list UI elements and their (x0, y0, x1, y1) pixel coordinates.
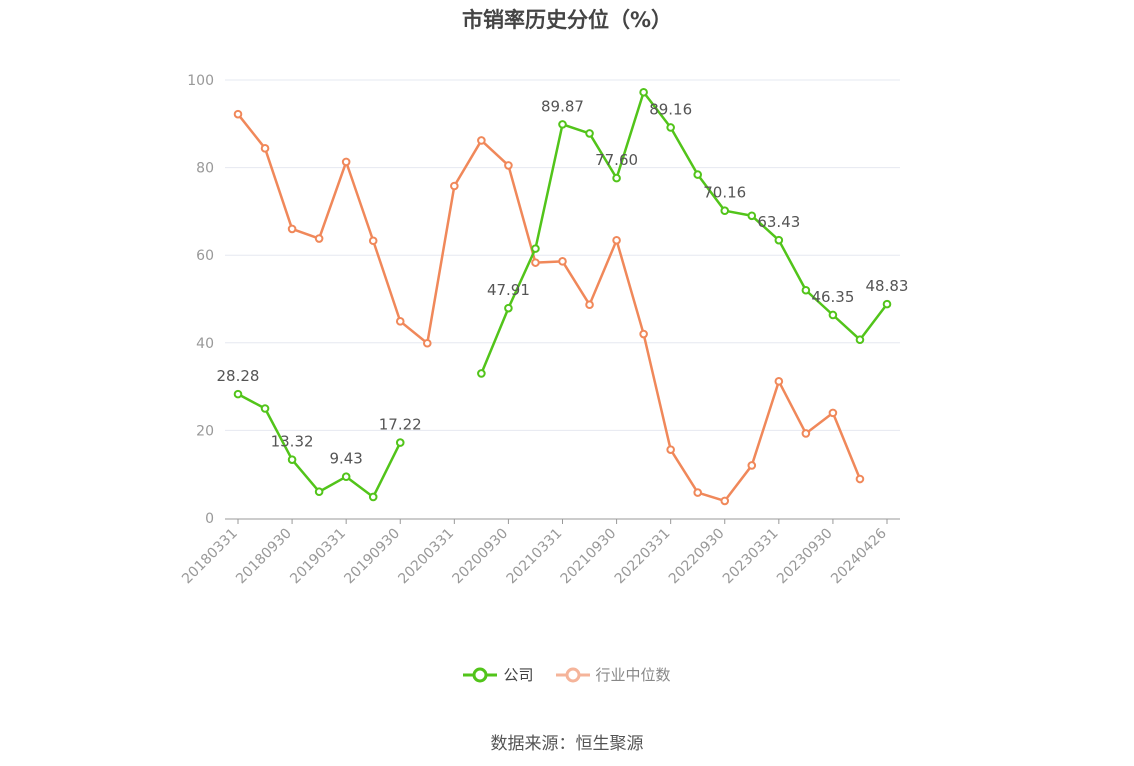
data-point-company (855, 335, 865, 345)
data-point-industry (828, 408, 838, 418)
data-point-industry (233, 109, 243, 119)
data-source-note: 数据来源：恒生聚源 (490, 734, 644, 754)
y-tick-label: 60 (196, 248, 214, 264)
series-line-company (480, 91, 888, 374)
data-point-industry (855, 474, 865, 484)
data-point-company (260, 404, 270, 413)
chart-plot-area: 0 20 40 60 80 100 2018033120180930201903312019… (179, 73, 909, 588)
data-point-industry (639, 329, 648, 339)
data-point-company (720, 206, 730, 215)
data-label: 9.43 (329, 450, 362, 468)
legend-company-marker-icon (463, 667, 498, 682)
x-tick-label: 20190930 (341, 526, 403, 588)
data-point-industry (450, 181, 459, 191)
data-point-company (828, 310, 838, 320)
x-tick-label: 20210930 (558, 526, 620, 588)
legend-industry-marker-icon (555, 667, 590, 682)
x-tick-label: 20200930 (450, 526, 512, 588)
data-label: 46.35 (811, 288, 854, 306)
data-point-company (395, 438, 405, 447)
y-tick-label: 20 (196, 423, 214, 439)
data-point-company (341, 472, 351, 481)
x-tick-label: 20240426 (828, 525, 890, 587)
data-point-industry (531, 258, 540, 267)
data-point-company (585, 129, 594, 138)
x-tick-label: 20230930 (774, 526, 836, 588)
data-point-industry (368, 236, 378, 246)
data-point-industry (341, 157, 351, 167)
data-label: 63.43 (757, 213, 800, 231)
legend-item-industry[interactable]: 行业中位数 (555, 664, 671, 685)
data-point-company (774, 235, 784, 245)
data-point-industry (422, 338, 432, 348)
data-point-company (639, 87, 648, 97)
data-point-industry (693, 488, 703, 497)
data-label: 17.22 (379, 416, 422, 434)
y-tick-label: 100 (187, 73, 214, 89)
data-point-industry (801, 429, 811, 438)
data-label: 70.16 (703, 184, 746, 202)
legend-company-label: 公司 (503, 666, 534, 684)
data-point-industry (477, 136, 486, 145)
data-point-industry (720, 496, 730, 506)
data-point-industry (747, 461, 757, 470)
chart-title: 市销率历史分位（%） (461, 8, 673, 32)
data-label: 47.91 (487, 281, 530, 299)
y-tick-label: 80 (196, 161, 214, 177)
data-point-industry (774, 377, 784, 386)
data-point-company (612, 173, 621, 183)
data-point-company (531, 244, 540, 253)
y-tick-label: 0 (205, 511, 214, 527)
x-tick-label: 20190331 (287, 526, 349, 588)
data-point-industry (260, 144, 270, 153)
x-tick-label: 20180331 (179, 526, 241, 588)
data-point-industry (287, 224, 297, 234)
data-label: 89.87 (541, 97, 584, 115)
data-point-company (882, 299, 892, 309)
x-tick-label: 20220331 (612, 526, 674, 588)
data-point-industry (585, 300, 594, 309)
data-point-industry (504, 161, 513, 170)
data-point-company (477, 369, 486, 378)
data-point-company (287, 455, 297, 464)
data-point-company (368, 492, 378, 502)
data-point-company (314, 487, 324, 497)
data-point-company (693, 170, 703, 179)
x-tick-label: 20210331 (504, 526, 566, 588)
data-point-industry (666, 445, 675, 454)
data-point-company (666, 123, 675, 132)
data-point-company (747, 211, 757, 221)
series-line-industry (237, 113, 862, 503)
x-tick-label: 20200331 (395, 526, 457, 588)
data-point-industry (314, 234, 324, 243)
x-tick-label: 20230331 (720, 526, 782, 588)
data-point-industry (558, 257, 567, 266)
data-point-company (233, 389, 243, 399)
data-point-industry (612, 236, 621, 245)
data-point-industry (395, 317, 405, 326)
x-tick-label: 20180930 (233, 526, 295, 588)
data-label: 77.60 (595, 151, 638, 169)
data-label: 89.16 (649, 100, 692, 118)
data-label: 28.28 (217, 367, 260, 385)
legend-industry-label: 行业中位数 (595, 666, 671, 684)
legend-item-company[interactable]: 公司 (463, 664, 534, 685)
x-tick-label: 20220930 (666, 526, 728, 588)
chart-legend: 公司 行业中位数 (0, 664, 1134, 685)
data-point-company (801, 285, 811, 295)
data-point-company (504, 303, 513, 313)
y-tick-label: 40 (196, 336, 214, 352)
data-label: 48.83 (866, 277, 909, 295)
data-point-company (558, 120, 567, 129)
data-label: 13.32 (271, 433, 314, 451)
